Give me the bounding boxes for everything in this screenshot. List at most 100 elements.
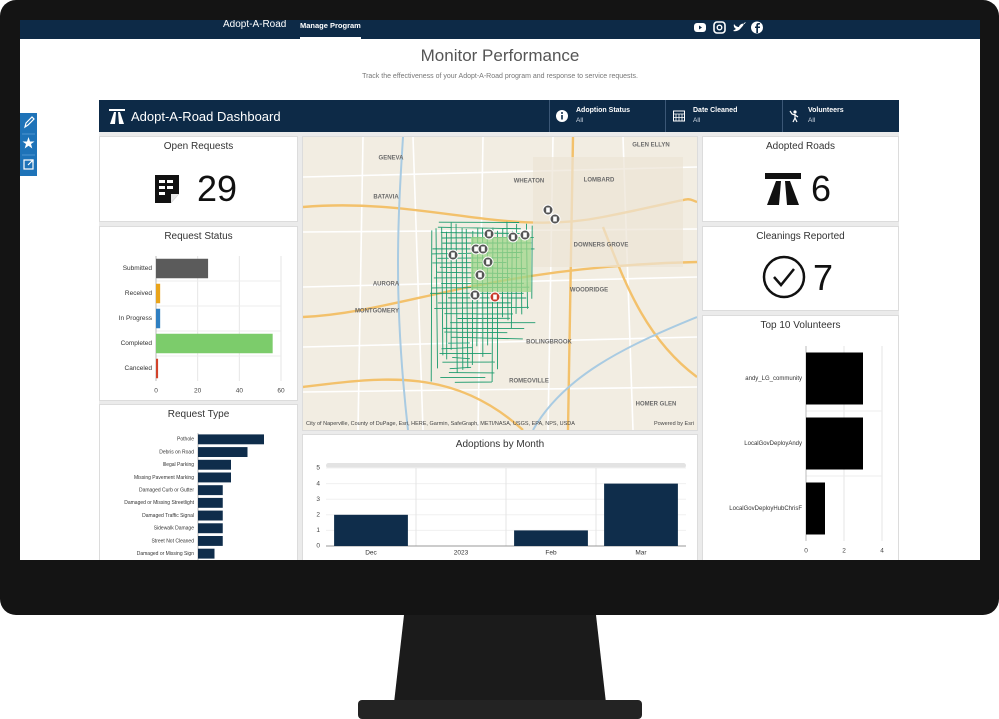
x-tick-label: 0 bbox=[804, 548, 808, 555]
x-tick-label: 2 bbox=[842, 548, 846, 555]
page-subtitle: Track the effectiveness of your Adopt-A-… bbox=[362, 73, 638, 80]
map-marker-glyph bbox=[451, 252, 455, 258]
road-icon bbox=[109, 109, 125, 124]
chart: 0 20 40 60 Submitted Received In Progress Compl… bbox=[119, 256, 285, 395]
check-icon bbox=[762, 255, 806, 299]
edit-button[interactable] bbox=[24, 116, 35, 129]
place-label: MONTGOMERY bbox=[355, 309, 399, 315]
map-marker-glyph bbox=[474, 246, 478, 252]
dashboard-title: Adopt-A-Road Dashboard bbox=[131, 109, 281, 124]
chart-title: Request Status bbox=[164, 231, 233, 242]
bar bbox=[198, 497, 223, 508]
place-label: WOODRIDGE bbox=[570, 288, 608, 294]
filter-label[interactable]: Adoption Status bbox=[576, 107, 631, 114]
map-marker-glyph bbox=[546, 207, 550, 213]
bar bbox=[604, 483, 678, 546]
place-label: AURORA bbox=[373, 282, 400, 288]
chart-panel: Request Type Pothole Debris on Road Illega… bbox=[100, 405, 297, 560]
y-tick-label: Pothole bbox=[177, 437, 194, 443]
map[interactable]: GENEVA GLEN ELLYN WHEATON LOMBARD BATAVIA DOW… bbox=[303, 137, 697, 430]
bar bbox=[198, 447, 248, 458]
map-marker-glyph bbox=[553, 216, 557, 222]
indicator-value: 29 bbox=[197, 168, 238, 209]
indicator-value: 7 bbox=[813, 257, 834, 298]
nav-tab[interactable]: Manage Program bbox=[300, 21, 361, 39]
y-tick-label: Missing Pavement Marking bbox=[134, 475, 194, 481]
map-marker-glyph bbox=[523, 232, 527, 238]
place-label: LOMBARD bbox=[584, 178, 615, 184]
bar bbox=[198, 485, 223, 496]
page-title: Monitor Performance bbox=[420, 46, 580, 65]
y-tick-label: 3 bbox=[316, 496, 320, 503]
bar bbox=[198, 535, 223, 546]
x-tick-label: Feb bbox=[545, 550, 557, 557]
map-marker-glyph bbox=[486, 259, 490, 265]
road bbox=[303, 336, 697, 348]
place-label: DOWNERS GROVE bbox=[574, 243, 629, 249]
scrollbar bbox=[326, 463, 686, 468]
chart: 0 1 2 3 4 5 Dec 2023 Feb Mar bbox=[316, 463, 686, 557]
side-toolbar bbox=[20, 113, 37, 176]
chart: 0 2 4 andy_LG_community LocalGovDeployAndy Lo… bbox=[729, 346, 884, 555]
filter-value[interactable]: All bbox=[808, 117, 816, 124]
y-tick-label: 5 bbox=[316, 465, 320, 472]
bar bbox=[156, 358, 159, 379]
indicator-title: Adopted Roads bbox=[766, 141, 835, 152]
y-tick-label: Damaged or Missing Streetlight bbox=[124, 500, 194, 506]
x-tick-label: 2023 bbox=[454, 550, 469, 557]
y-tick-label: In Progress bbox=[119, 315, 153, 322]
map-powered-by[interactable]: Powered by Esri bbox=[653, 421, 694, 427]
filter-value[interactable]: All bbox=[693, 117, 701, 124]
y-tick-label: Sidewalk Damage bbox=[154, 526, 195, 532]
social-icons bbox=[694, 21, 763, 34]
filter-value[interactable]: All bbox=[576, 117, 584, 124]
y-tick-label: Illegal Parking bbox=[163, 462, 195, 468]
x-tick-label: 4 bbox=[880, 548, 884, 555]
y-tick-label: Damaged Curb or Gutter bbox=[139, 487, 194, 493]
y-tick-label: Received bbox=[125, 290, 152, 297]
request-icon bbox=[155, 175, 179, 203]
chart-title: Top 10 Volunteers bbox=[760, 320, 841, 331]
bar bbox=[198, 434, 264, 445]
stand-neck bbox=[394, 615, 606, 703]
bar bbox=[156, 283, 161, 304]
indicator-title: Cleanings Reported bbox=[756, 231, 845, 242]
y-tick-label: Canceled bbox=[125, 365, 153, 372]
place-label: HOMER GLEN bbox=[636, 402, 677, 408]
indicator-value: 6 bbox=[811, 168, 832, 209]
indicator-panel: Adopted Roads 6 bbox=[703, 137, 898, 221]
calendar-icon bbox=[673, 110, 685, 122]
y-tick-label: Damaged or Missing Sign bbox=[137, 551, 194, 557]
map-marker-glyph bbox=[511, 234, 515, 240]
favorite-button[interactable] bbox=[22, 137, 35, 149]
dashboard: Adopt-A-Road Dashboard Adoption Status A… bbox=[99, 100, 899, 560]
y-tick-label: andy_LG_community bbox=[745, 376, 802, 382]
twitter-icon[interactable] bbox=[733, 22, 746, 32]
y-tick-label: 2 bbox=[316, 512, 320, 519]
dashboard-header: Adopt-A-Road Dashboard Adoption Status A… bbox=[99, 100, 899, 132]
place-label: BATAVIA bbox=[373, 195, 399, 201]
map-panel: GENEVA GLEN ELLYN WHEATON LOMBARD BATAVIA DOW… bbox=[303, 137, 697, 430]
indicator-panel: Cleanings Reported 7 bbox=[703, 227, 898, 310]
road bbox=[397, 137, 409, 430]
bar bbox=[198, 472, 231, 483]
share-button[interactable] bbox=[23, 159, 34, 170]
y-tick-label: Submitted bbox=[123, 265, 153, 272]
chart-panel: Top 10 Volunteers 0 2 4 andy_LG_community Lo… bbox=[703, 316, 898, 560]
brand[interactable]: Adopt-A-Road bbox=[223, 20, 287, 30]
instagram-icon[interactable] bbox=[713, 21, 726, 34]
map-attribution: City of Naperville, County of DuPage, Es… bbox=[306, 421, 575, 427]
bar bbox=[806, 482, 825, 535]
x-tick-label: 60 bbox=[277, 388, 285, 395]
place-label: GENEVA bbox=[379, 156, 405, 162]
map-marker-glyph bbox=[493, 294, 497, 300]
y-tick-label: Street Not Cleaned bbox=[151, 538, 194, 544]
y-tick-label: Damaged Traffic Signal bbox=[142, 513, 194, 519]
filter-label[interactable]: Date Cleaned bbox=[693, 107, 738, 114]
y-tick-label: 1 bbox=[316, 527, 320, 534]
filter-label[interactable]: Volunteers bbox=[808, 107, 844, 114]
screen: Adopt-A-Road Manage Program Monitor Perf… bbox=[20, 20, 980, 560]
chart-title: Request Type bbox=[167, 409, 230, 420]
bar bbox=[198, 523, 223, 534]
indicator-title: Open Requests bbox=[163, 141, 234, 152]
